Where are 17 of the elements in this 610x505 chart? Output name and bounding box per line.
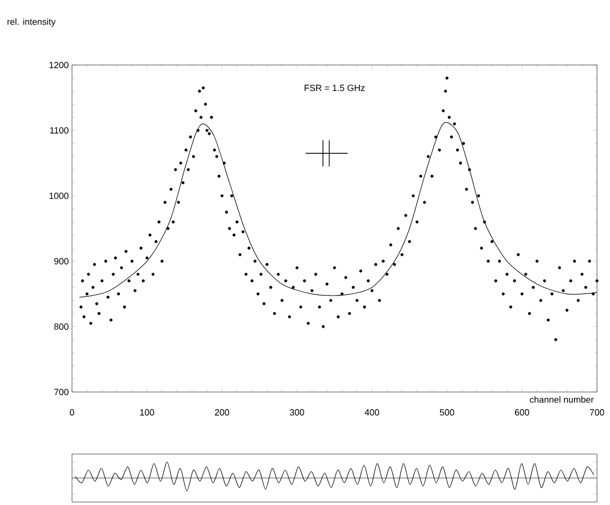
y-tick-label: 900 [54, 258, 68, 264]
x-tick-label: 600 [514, 409, 530, 416]
x-tick-label: 300 [290, 409, 304, 416]
x-tick-label: 500 [440, 409, 454, 416]
x-tick-label: 700 [590, 409, 604, 416]
y-tick-label: 800 [54, 323, 68, 330]
y-tick-label: 1000 [50, 192, 68, 199]
x-tick-label: 200 [214, 409, 230, 416]
y-tick-label: 700 [54, 388, 68, 396]
annotation: FSR = 1.5 GHz [304, 84, 365, 92]
x-tick-label: 400 [364, 409, 380, 416]
x-axis-title: channel number [530, 396, 594, 403]
y-tick-label: 1200 [50, 62, 68, 68]
y-tick-label: 1100 [50, 127, 68, 134]
x-tick-label: 100 [140, 409, 154, 416]
x-tick-label: 0 [70, 409, 74, 416]
y-axis-title: rel. intensity [8, 18, 56, 27]
